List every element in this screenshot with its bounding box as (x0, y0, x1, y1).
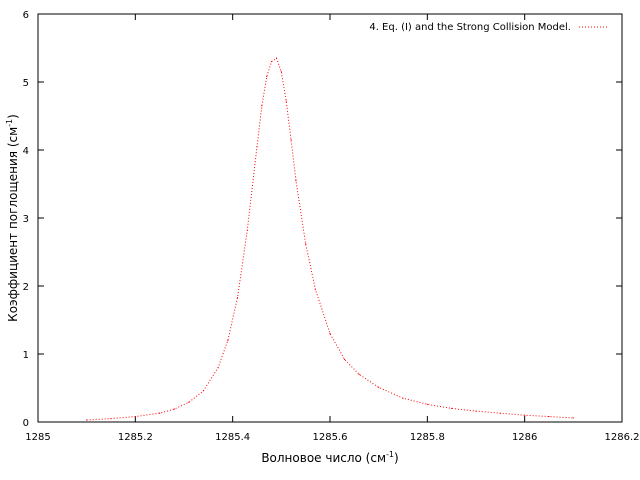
data-point (305, 243, 307, 245)
data-point (271, 61, 273, 63)
x-tick-label: 1285.2 (118, 432, 153, 443)
x-tick-label: 1285.6 (313, 432, 348, 443)
y-tick-label: 0 (23, 418, 29, 429)
data-point (378, 386, 380, 388)
data-point (290, 139, 292, 141)
data-point (227, 339, 229, 341)
y-tick-label: 1 (23, 350, 29, 361)
data-point (329, 333, 331, 335)
data-point (451, 407, 453, 409)
data-point (246, 229, 248, 231)
data-point (358, 373, 360, 375)
legend-entry-label: 4. Eq. (I) and the Strong Collision Mode… (369, 22, 571, 33)
data-point (314, 288, 316, 290)
x-tick-label: 1285.8 (410, 432, 445, 443)
y-tick-label: 3 (23, 214, 29, 225)
axis-tick-labels: 1285 1285.2 1285.4 1285.6 1285.8 1286 1286.2 0 1… (23, 10, 640, 443)
data-point (572, 417, 574, 419)
y-tick-label: 6 (23, 10, 29, 21)
data-point (134, 415, 136, 418)
data-point (475, 410, 477, 412)
data-point (402, 397, 404, 399)
data-point (261, 105, 263, 107)
legend: 4. Eq. (I) and the Strong Collision Mode… (369, 22, 607, 33)
data-point (275, 57, 278, 59)
x-tick-label: 1286 (512, 432, 537, 443)
data-point (499, 412, 501, 414)
y-tick-label: 2 (23, 282, 29, 293)
data-point (188, 401, 190, 403)
data-point (524, 414, 526, 416)
y-axis-title: Коэффициент поглощения (см-1) (5, 114, 20, 322)
data-point (285, 100, 287, 102)
data-point (236, 296, 239, 299)
x-tick-label: 1285.4 (215, 432, 250, 443)
data-point (110, 418, 112, 420)
data-point (344, 358, 346, 361)
y-tick-label: 4 (23, 146, 29, 157)
data-point (217, 367, 219, 369)
plot-frame (37, 13, 623, 423)
series-layer (86, 57, 574, 421)
series-line (86, 57, 574, 421)
data-point (202, 390, 205, 392)
data-point (548, 415, 550, 418)
data-point (86, 419, 88, 421)
x-tick-label: 1285 (25, 432, 50, 443)
data-point (256, 146, 258, 148)
y-tick-label: 5 (23, 78, 29, 89)
axis-ticks (37, 13, 623, 423)
data-point (280, 71, 282, 73)
x-axis-title: Волновое число (см-1) (261, 450, 398, 465)
data-point (266, 75, 268, 78)
data-point (426, 403, 428, 405)
data-point (173, 408, 175, 410)
data-point (295, 180, 297, 182)
x-tick-label: 1286.2 (605, 432, 640, 443)
data-point (159, 412, 161, 414)
